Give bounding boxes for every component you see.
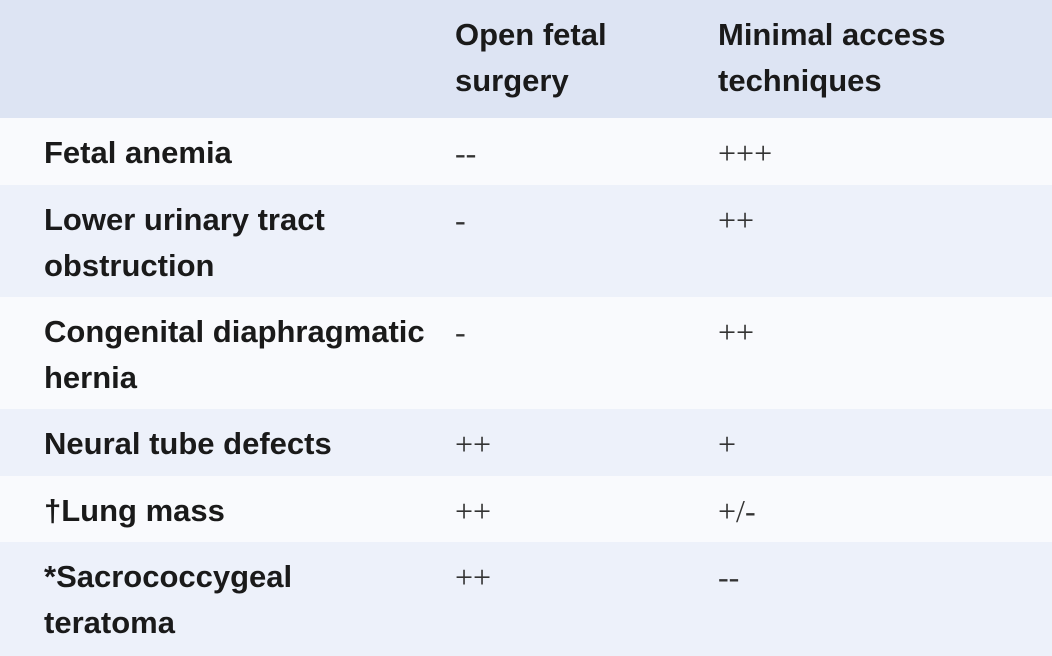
table-row: Congenital diaphragmatic hernia - ++ bbox=[0, 297, 1052, 409]
rating-cell: + bbox=[718, 426, 737, 462]
header-cell: Minimal access techniques bbox=[718, 17, 946, 98]
table-row: Fetal anemia -- +++ bbox=[0, 118, 1052, 185]
rating-cell: ++ bbox=[455, 426, 492, 462]
condition-cell: Lower urinary tract obstruction bbox=[44, 202, 325, 283]
condition-cell: *Sacrococcygeal teratoma bbox=[44, 559, 293, 640]
rating-cell: ++ bbox=[718, 202, 755, 238]
rating-cell: +++ bbox=[718, 135, 773, 171]
rating-cell: ++ bbox=[455, 493, 492, 529]
table-row: †Lung mass ++ +/- bbox=[0, 476, 1052, 542]
rating-cell: -- bbox=[718, 559, 740, 595]
rating-cell: - bbox=[455, 202, 466, 238]
header-cell: Open fetal surgery bbox=[455, 17, 607, 98]
rating-cell: - bbox=[455, 314, 466, 350]
rating-cell: ++ bbox=[455, 559, 492, 595]
condition-cell: †Lung mass bbox=[44, 493, 225, 528]
rating-cell: ++ bbox=[718, 314, 755, 350]
table-row: *Sacrococcygeal teratoma ++ -- bbox=[0, 542, 1052, 656]
condition-cell: Neural tube defects bbox=[44, 426, 332, 461]
header-row: Open fetal surgery Minimal access techniq… bbox=[0, 0, 1052, 118]
condition-cell: Congenital diaphragmatic hernia bbox=[44, 314, 425, 395]
rating-cell: -- bbox=[455, 135, 477, 171]
condition-cell: Fetal anemia bbox=[44, 135, 232, 170]
table-row: Neural tube defects ++ + bbox=[0, 409, 1052, 476]
table-row: Lower urinary tract obstruction - ++ bbox=[0, 185, 1052, 297]
rating-cell: +/- bbox=[718, 493, 756, 529]
